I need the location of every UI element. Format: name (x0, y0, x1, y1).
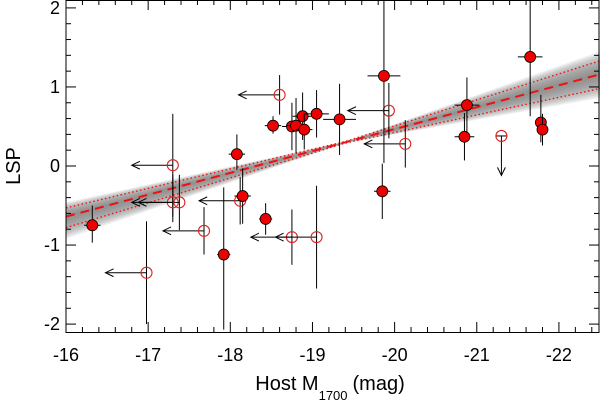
upper-limit-arrow-head (104, 268, 114, 278)
upper-limit-marker (273, 88, 286, 101)
y-tick-label: -2 (44, 314, 60, 334)
detection-point (454, 77, 480, 133)
detection-marker (376, 185, 389, 198)
detection-marker (296, 110, 309, 123)
detection-marker (298, 123, 311, 136)
x-axis-label-subscript: 1700 (319, 388, 348, 403)
y-tick-label: -1 (44, 235, 60, 255)
upper-limit-point (104, 221, 153, 325)
detection-point (234, 168, 251, 224)
detection-marker (461, 99, 473, 112)
detection-marker (524, 51, 537, 63)
y-tick-label: 1 (50, 77, 60, 97)
x-tick-label: -18 (217, 345, 243, 365)
detection-point (217, 187, 231, 330)
upper-limit-marker (310, 231, 323, 244)
upper-limit-marker (173, 196, 186, 209)
x-axis-label-main: Host M (255, 373, 318, 395)
upper-limit-point (274, 185, 323, 289)
upper-limit-marker (197, 224, 211, 237)
detection-marker (458, 130, 471, 143)
plot-frame (65, 0, 600, 333)
upper-limit-point (346, 83, 395, 139)
detection-point (323, 83, 357, 155)
detection-marker (310, 107, 323, 120)
upper-limit-arrow-head (237, 90, 247, 100)
upper-limit-point (495, 129, 508, 177)
y-tick-label: 0 (50, 156, 60, 176)
x-axis-label: Host M1700 (mag) (255, 373, 405, 403)
upper-limit-point (161, 207, 211, 255)
detection-point (84, 205, 101, 243)
detection-point (536, 113, 549, 146)
data-points-layer (84, 0, 549, 330)
confidence-upper-line (66, 60, 600, 209)
upper-limit-arrow-head (161, 226, 172, 236)
upper-limit-arrow-head (130, 160, 141, 170)
detection-point (517, 0, 543, 117)
upper-limit-arrow-head (130, 197, 141, 207)
detection-marker (267, 119, 279, 132)
upper-limit-point (237, 75, 286, 115)
detection-marker (230, 148, 243, 161)
detection-marker (217, 248, 230, 261)
detection-point (259, 203, 273, 235)
x-tick-label: -21 (464, 345, 490, 365)
x-tick-label: -20 (382, 345, 408, 365)
detection-point (264, 116, 282, 134)
upper-limit-arrow-head (363, 139, 373, 149)
x-tick-label: -19 (299, 345, 325, 365)
y-tick-label: 2 (50, 0, 60, 18)
detection-point (304, 90, 329, 138)
x-tick-label: -16 (53, 345, 79, 365)
x-tick-label: -22 (546, 345, 572, 365)
upper-limit-marker (399, 137, 412, 150)
upper-limit-point (137, 174, 186, 231)
detection-point (454, 113, 475, 161)
detection-point (228, 134, 246, 170)
detection-marker (236, 190, 249, 202)
upper-limit-arrow-head (346, 106, 357, 116)
confidence-lower-line (66, 87, 600, 229)
upper-limit-arrow-head (197, 196, 208, 206)
detection-marker (378, 69, 390, 82)
fit-line (66, 73, 600, 218)
upper-limit-point (363, 120, 412, 168)
upper-limit-marker (495, 129, 508, 143)
detection-point (367, 0, 401, 163)
detection-marker (259, 213, 272, 225)
upper-limit-arrow-head (274, 232, 284, 242)
upper-limit-arrow-head (249, 232, 260, 242)
upper-limit-marker (166, 159, 179, 172)
y-axis-label: LSP (3, 147, 25, 185)
detection-point (296, 113, 313, 150)
upper-limit-marker (382, 104, 395, 117)
upper-limit-arrow-head (497, 167, 506, 177)
fit-line-layer (66, 60, 600, 229)
detection-marker (333, 113, 346, 126)
axes-layer: -16 -17 -18 -19 -20 -21 -22 -2 -1 0 1 2 (44, 0, 600, 365)
upper-limit-marker (140, 266, 153, 279)
upper-limit-arrow-head (137, 197, 147, 207)
detection-marker (536, 123, 549, 136)
detection-point (374, 163, 391, 219)
x-tick-label: -17 (135, 345, 161, 365)
detection-marker (86, 219, 99, 232)
x-axis-label-unit: (mag) (353, 373, 405, 395)
